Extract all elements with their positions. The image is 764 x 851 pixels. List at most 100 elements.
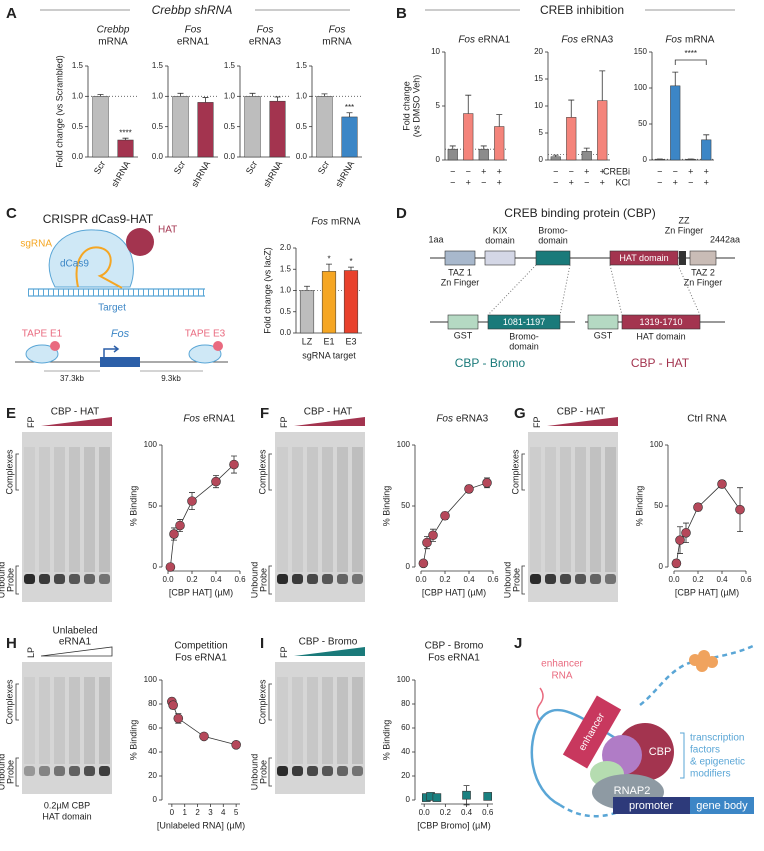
label: KIX <box>493 225 508 235</box>
panel-letter: A <box>6 5 17 22</box>
domain <box>609 250 679 266</box>
chart-title: eRNA1 <box>203 414 236 425</box>
error-bar <box>274 96 281 102</box>
gel-band <box>292 574 303 584</box>
error-bar <box>465 94 472 114</box>
gel-label: Probe <box>258 568 268 592</box>
tape-hat <box>50 341 60 351</box>
chart-title: mRNA <box>331 217 361 228</box>
x-tick-label: 5 <box>234 808 239 817</box>
gst <box>447 314 479 330</box>
y-tick-label: 1.5 <box>280 264 292 273</box>
bar <box>92 96 109 158</box>
construct-domain <box>621 314 701 330</box>
y-tick-label: 20 <box>148 771 157 780</box>
condition-sign: + <box>600 177 605 187</box>
chart-title: mRNA <box>685 35 715 46</box>
lane-label: FP <box>279 416 289 428</box>
gel-smear <box>99 677 110 764</box>
label: 2442aa <box>710 234 740 244</box>
label: gene body <box>696 800 748 812</box>
chart-title: Fos <box>665 35 682 46</box>
wedge <box>41 417 112 426</box>
y-tick-label: 15 <box>534 74 543 83</box>
label: 1aa <box>428 234 443 244</box>
error-bar <box>449 145 456 150</box>
point <box>173 713 184 724</box>
panel-letter: E <box>6 405 16 422</box>
gel-label: Unbound <box>249 754 259 791</box>
bar <box>343 270 359 334</box>
nucleosome <box>706 656 718 668</box>
error-bar <box>672 71 679 86</box>
wedge <box>294 417 365 426</box>
x-tick-label: 0.2 <box>439 575 451 584</box>
gel-band <box>605 574 616 584</box>
diagram-j: enhancer CBP RNAP2 promoter gene body en… <box>530 643 756 818</box>
point <box>482 478 492 488</box>
gel-smear <box>307 677 318 764</box>
gel-band <box>54 766 65 776</box>
gel-band <box>39 766 50 776</box>
label: domain <box>509 341 539 351</box>
label: 37.3kb <box>60 374 85 383</box>
error-bar <box>304 285 310 291</box>
y-tick-label: 0 <box>153 562 158 571</box>
bar <box>197 102 214 158</box>
x-tick-label: 0.2 <box>692 575 704 584</box>
y-tick-label: 50 <box>401 501 410 510</box>
point <box>693 502 703 513</box>
gel-label: Complexes <box>4 449 14 495</box>
error-bar <box>202 97 209 103</box>
gel-band <box>84 574 95 584</box>
y-tick-label: 50 <box>638 119 647 128</box>
error-bar <box>177 92 184 97</box>
x-tick-label: 0.2 <box>186 575 198 584</box>
gel-smear <box>292 677 303 764</box>
point <box>671 558 682 569</box>
y-tick-label: 0.0 <box>296 152 308 161</box>
guide <box>677 264 701 316</box>
error-bar <box>122 137 129 141</box>
condition-sign: − <box>657 177 662 187</box>
y-tick-label: 0 <box>659 562 664 571</box>
y-tick-label: 40 <box>148 747 157 756</box>
gel-label: Unbound <box>502 562 512 599</box>
chart-title: eRNA3 <box>581 35 614 46</box>
y-tick-label: 2.0 <box>280 243 292 252</box>
y-tick-label: 80 <box>401 699 410 708</box>
x-axis-label: [CBP HAT] (µM) <box>675 587 739 597</box>
label: GST <box>594 330 613 340</box>
header: CREB inhibition <box>540 3 624 17</box>
error-bar <box>321 93 328 97</box>
error-bar <box>496 114 503 127</box>
condition-sign: + <box>600 166 605 176</box>
x-tick-label: 1 <box>182 808 187 817</box>
panel-letter: G <box>514 405 526 422</box>
label: dCas9 <box>60 259 89 270</box>
x-tick-label: 0 <box>170 808 175 817</box>
bracket <box>521 565 525 595</box>
tss-arrow <box>103 345 120 357</box>
gel-band <box>84 766 95 776</box>
chart-title: Crebbp <box>97 25 130 36</box>
bracket <box>680 732 685 779</box>
label: domain <box>538 235 568 245</box>
chart-title: eRNA1 <box>478 35 511 46</box>
gel-title: CBP - HAT <box>557 407 606 418</box>
y-axis-label: % Binding <box>128 720 138 761</box>
bar <box>447 148 458 161</box>
gel-band <box>352 574 363 584</box>
chart-title: Fos <box>458 35 475 46</box>
y-axis-label: Fold change <box>401 81 411 131</box>
bar <box>494 126 505 161</box>
significance: **** <box>119 128 131 137</box>
domain <box>679 251 686 265</box>
condition-sign: + <box>584 166 589 176</box>
guide <box>559 264 571 316</box>
bar <box>172 96 189 158</box>
label: TAPE E1 <box>22 329 63 340</box>
point <box>735 504 745 515</box>
gel-band <box>322 574 333 584</box>
y-tick-label: 100 <box>650 440 664 449</box>
